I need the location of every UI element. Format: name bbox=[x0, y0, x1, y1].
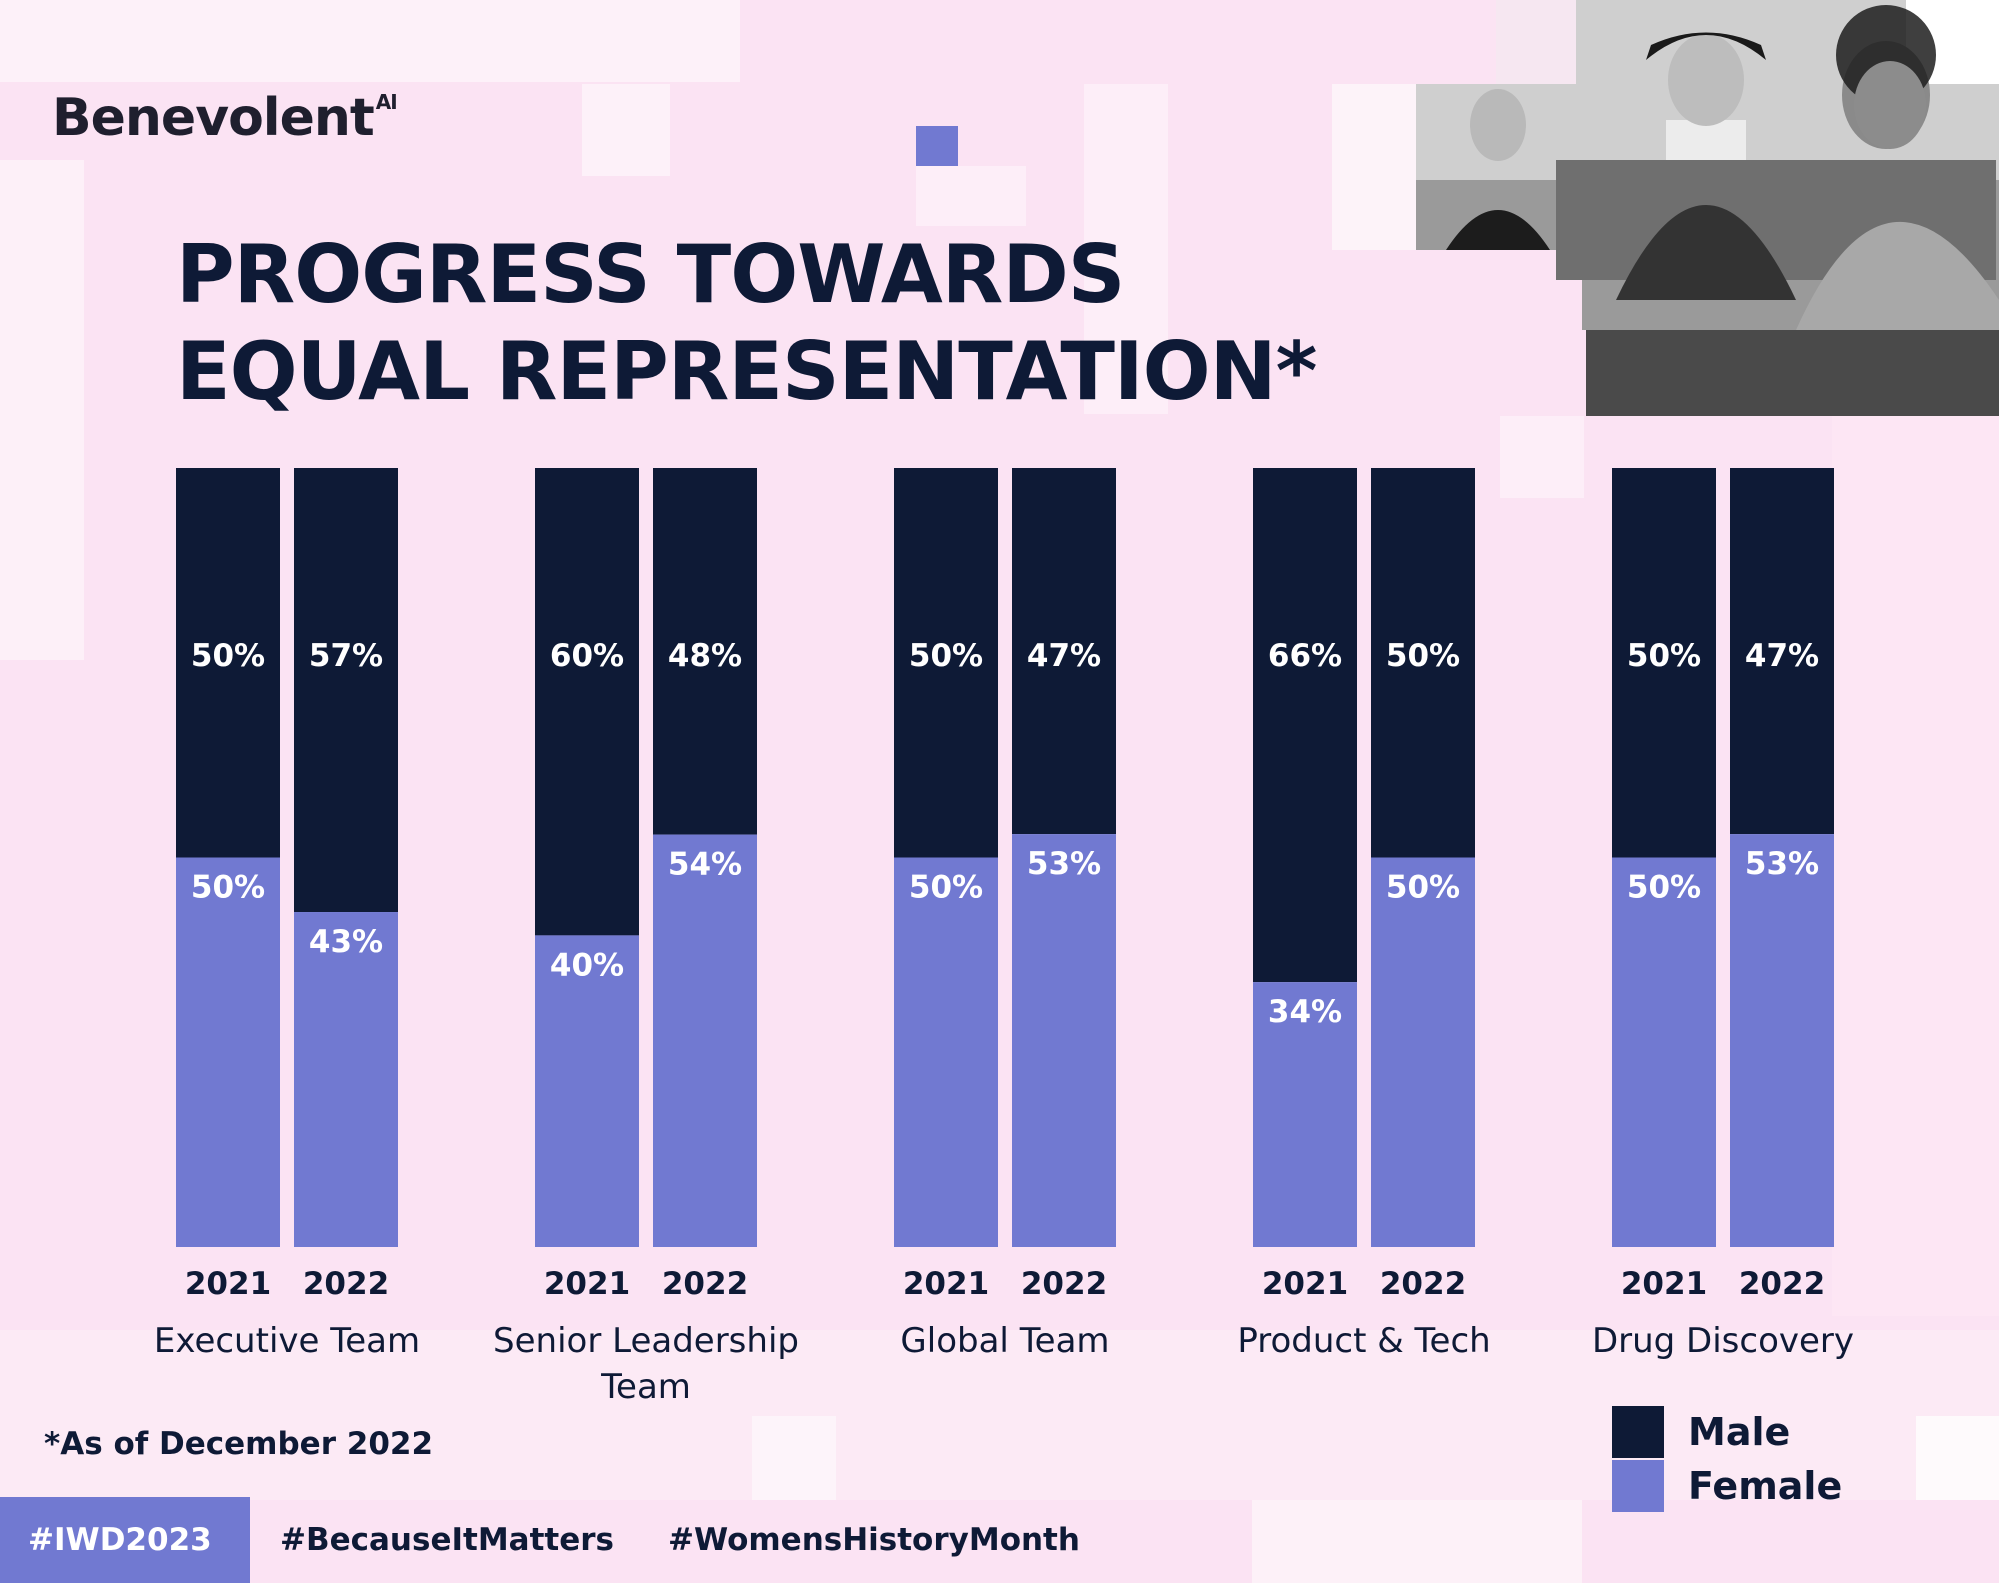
data-label-female-product-tech-2022: 50% bbox=[1386, 870, 1460, 906]
data-label-male-executive-team-2022: 57% bbox=[309, 638, 383, 674]
bar-male-product-tech-2022 bbox=[1371, 468, 1475, 858]
title-line-1: PROGRESS TOWARDS bbox=[176, 228, 1125, 321]
bar-female-senior-leadership-team-2022 bbox=[653, 834, 757, 1247]
bar-male-global-team-2022 bbox=[1012, 468, 1116, 835]
bar-female-senior-leadership-team-2021 bbox=[535, 935, 639, 1247]
bar-male-product-tech-2021 bbox=[1253, 468, 1357, 983]
bar-female-product-tech-2022 bbox=[1371, 857, 1475, 1247]
hashtag-womens-history-month[interactable]: #WomensHistoryMonth bbox=[668, 1522, 1080, 1558]
hashtag-iwd2023[interactable]: #IWD2023 bbox=[0, 1497, 250, 1583]
year-label-product-tech-2021: 2021 bbox=[1262, 1266, 1348, 1302]
legend-label-male: Male bbox=[1688, 1410, 1791, 1454]
footnote: *As of December 2022 bbox=[44, 1426, 434, 1462]
background-tile bbox=[0, 0, 740, 82]
data-label-male-global-team-2022: 47% bbox=[1027, 638, 1101, 674]
hashtag-because-it-matters[interactable]: #BecauseItMatters bbox=[280, 1522, 614, 1558]
background-tile bbox=[0, 160, 84, 660]
team-photo-icon bbox=[1416, 0, 1999, 416]
background-tile bbox=[582, 84, 670, 176]
data-label-male-executive-team-2021: 50% bbox=[191, 638, 265, 674]
group-label-senior-leadership-team-line-2: Team bbox=[600, 1367, 691, 1407]
year-label-executive-team-2021: 2021 bbox=[185, 1266, 271, 1302]
data-label-male-drug-discovery-2022: 47% bbox=[1745, 638, 1819, 674]
group-label-global-team: Global Team bbox=[900, 1321, 1109, 1361]
legend-swatch-male bbox=[1612, 1406, 1664, 1458]
background-tile bbox=[1916, 1416, 1999, 1500]
year-label-product-tech-2022: 2022 bbox=[1380, 1266, 1466, 1302]
background-tile bbox=[1252, 1500, 1582, 1583]
bar-male-drug-discovery-2021 bbox=[1612, 468, 1716, 858]
data-label-female-senior-leadership-team-2022: 54% bbox=[668, 847, 742, 883]
bar-male-senior-leadership-team-2022 bbox=[653, 468, 757, 835]
background-tile bbox=[1084, 84, 1168, 414]
bar-male-executive-team-2022 bbox=[294, 468, 398, 913]
data-label-female-drug-discovery-2021: 50% bbox=[1627, 870, 1701, 906]
year-label-drug-discovery-2022: 2022 bbox=[1739, 1266, 1825, 1302]
brand-name: Benevolent bbox=[52, 88, 375, 148]
bar-male-drug-discovery-2022 bbox=[1730, 468, 1834, 835]
brand-logo: Benevolent AI bbox=[52, 88, 398, 148]
year-label-senior-leadership-team-2022: 2022 bbox=[662, 1266, 748, 1302]
data-label-male-senior-leadership-team-2021: 60% bbox=[550, 638, 624, 674]
data-label-female-product-tech-2021: 34% bbox=[1268, 994, 1342, 1030]
data-label-female-global-team-2022: 53% bbox=[1027, 846, 1101, 882]
data-label-female-executive-team-2021: 50% bbox=[191, 870, 265, 906]
data-label-female-executive-team-2022: 43% bbox=[309, 924, 383, 960]
legend-item-male: Male bbox=[1612, 1406, 1790, 1458]
bar-male-senior-leadership-team-2021 bbox=[535, 468, 639, 936]
year-label-senior-leadership-team-2021: 2021 bbox=[544, 1266, 630, 1302]
background-tile bbox=[752, 1416, 836, 1500]
brand-superscript: AI bbox=[375, 89, 398, 114]
data-label-female-senior-leadership-team-2021: 40% bbox=[550, 947, 624, 983]
data-label-male-global-team-2021: 50% bbox=[909, 638, 983, 674]
year-label-global-team-2021: 2021 bbox=[903, 1266, 989, 1302]
bar-female-drug-discovery-2022 bbox=[1730, 834, 1834, 1247]
bar-female-drug-discovery-2021 bbox=[1612, 857, 1716, 1247]
background-tile bbox=[1332, 84, 1416, 250]
data-label-male-senior-leadership-team-2022: 48% bbox=[668, 638, 742, 674]
data-label-male-product-tech-2021: 66% bbox=[1268, 638, 1342, 674]
data-label-male-product-tech-2022: 50% bbox=[1386, 638, 1460, 674]
accent-square bbox=[916, 126, 958, 166]
bar-female-product-tech-2021 bbox=[1253, 982, 1357, 1247]
year-label-global-team-2022: 2022 bbox=[1021, 1266, 1107, 1302]
bar-female-executive-team-2022 bbox=[294, 912, 398, 1247]
legend-item-female: Female bbox=[1612, 1460, 1842, 1512]
data-label-male-drug-discovery-2021: 50% bbox=[1627, 638, 1701, 674]
legend-swatch-female bbox=[1612, 1460, 1664, 1512]
team-photo bbox=[1416, 0, 1999, 416]
year-label-executive-team-2022: 2022 bbox=[303, 1266, 389, 1302]
group-label-drug-discovery: Drug Discovery bbox=[1592, 1321, 1854, 1361]
background-tile bbox=[1832, 416, 1999, 1316]
data-label-female-global-team-2021: 50% bbox=[909, 870, 983, 906]
background-tile bbox=[916, 166, 1026, 226]
bar-male-global-team-2021 bbox=[894, 468, 998, 858]
bar-female-global-team-2022 bbox=[1012, 834, 1116, 1247]
group-label-executive-team: Executive Team bbox=[154, 1321, 420, 1361]
background-tile bbox=[0, 1330, 1999, 1500]
title-line-2: EQUAL REPRESENTATION* bbox=[176, 325, 1317, 418]
year-label-drug-discovery-2021: 2021 bbox=[1621, 1266, 1707, 1302]
bar-male-executive-team-2021 bbox=[176, 468, 280, 858]
bar-female-executive-team-2021 bbox=[176, 857, 280, 1247]
data-label-female-drug-discovery-2022: 53% bbox=[1745, 846, 1819, 882]
group-label-product-tech: Product & Tech bbox=[1237, 1321, 1490, 1361]
legend-label-female: Female bbox=[1688, 1464, 1843, 1508]
page-title: PROGRESS TOWARDS EQUAL REPRESENTATION* bbox=[176, 226, 1317, 420]
bar-female-global-team-2021 bbox=[894, 857, 998, 1247]
group-label-senior-leadership-team-line-1: Senior Leadership bbox=[493, 1321, 799, 1361]
background-tile bbox=[1500, 416, 1584, 498]
